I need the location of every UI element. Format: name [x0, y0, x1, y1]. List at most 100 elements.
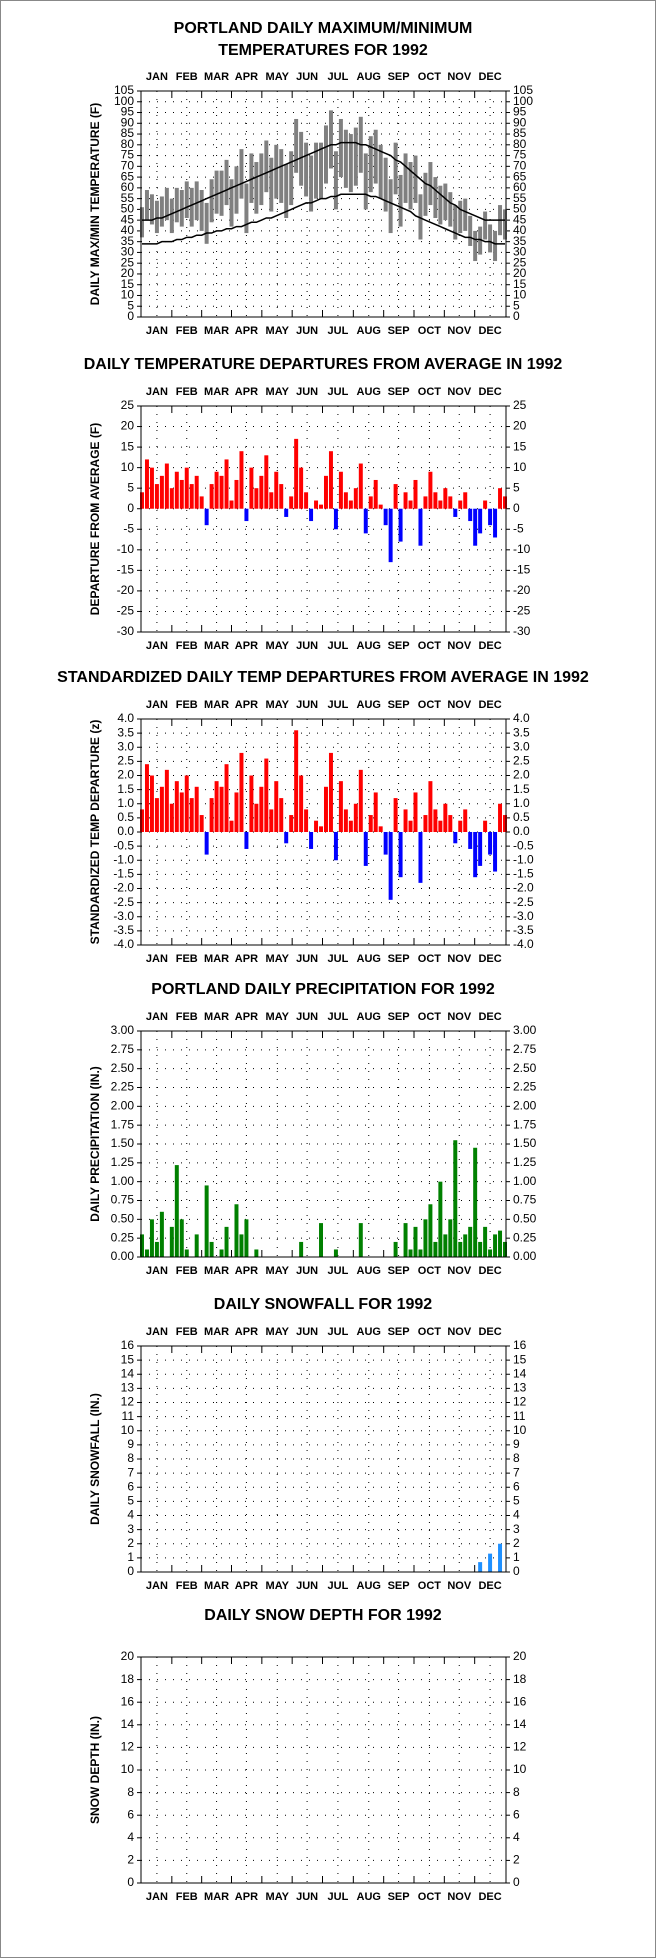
x-tick-label: OCT [418, 325, 442, 337]
x-tick-label-top: JAN [146, 71, 168, 83]
range-bar [388, 179, 393, 234]
y-tick-label-right: 0 [513, 501, 520, 515]
range-bar [239, 149, 244, 199]
y-tick-label-right: 8 [513, 1451, 520, 1465]
y-tick-label: 25 [121, 255, 135, 269]
x-tick-label-top: FEB [176, 71, 198, 83]
bar [319, 504, 324, 509]
bar [244, 1219, 249, 1257]
x-tick-label-top: JUL [328, 699, 349, 711]
bar [259, 786, 264, 832]
x-tick-label: AUG [357, 640, 381, 652]
x-tick-label-top: MAR [204, 386, 229, 398]
bar [174, 1165, 179, 1257]
y-tick-label: 20 [121, 1649, 135, 1663]
bar [333, 832, 338, 861]
bar [503, 1241, 507, 1257]
chart-title: PORTLAND DAILY MAXIMUM/MINIMUM [174, 20, 473, 37]
y-tick-label-right: 5 [513, 1494, 520, 1508]
x-tick-label-top: MAR [204, 699, 229, 711]
bar [294, 438, 299, 509]
x-tick-label: MAR [204, 1265, 229, 1277]
bar [199, 496, 204, 509]
y-tick-label: -10 [117, 542, 135, 556]
x-tick-label-top: DEC [478, 1326, 501, 1338]
y-tick-label: 60 [121, 180, 135, 194]
bar [418, 1249, 423, 1257]
y-tick-label-right: 16 [513, 1694, 527, 1708]
range-bar [443, 183, 448, 221]
range-bar [229, 179, 234, 227]
range-bar [413, 155, 418, 203]
x-tick-label: MAR [204, 1891, 229, 1903]
range-bar [408, 162, 413, 210]
bar [443, 488, 448, 509]
x-tick-label: MAR [204, 640, 229, 652]
x-tick-label: DEC [478, 1580, 501, 1592]
y-tick-label: 3.00 [111, 1023, 135, 1037]
x-tick-label: NOV [447, 1891, 472, 1903]
range-bar [274, 144, 279, 199]
x-tick-label-top: JAN [146, 699, 168, 711]
bar [418, 508, 423, 546]
range-bar [348, 134, 353, 193]
x-tick-label-top: DEC [478, 71, 501, 83]
range-bar [149, 194, 154, 225]
y-tick-label-right: -2.5 [513, 895, 534, 909]
x-tick-label-top: NOV [447, 386, 472, 398]
y-tick-label-right: 1.75 [513, 1117, 537, 1131]
bar [194, 1234, 199, 1257]
bar [179, 792, 184, 832]
y-tick-label-right: 65 [513, 169, 527, 183]
bar [219, 1249, 224, 1257]
bar [264, 455, 269, 509]
bar [343, 492, 348, 509]
x-tick-label: OCT [418, 953, 442, 965]
bar [224, 1226, 229, 1257]
bar [413, 479, 418, 509]
range-bar [458, 200, 463, 234]
bar [154, 484, 159, 509]
y-tick-label: 5 [127, 1494, 134, 1508]
bar [184, 467, 189, 509]
y-tick-label: 1.50 [111, 1136, 135, 1150]
y-tick-label-right: 35 [513, 234, 527, 248]
bar [169, 803, 174, 832]
bar [299, 1241, 304, 1257]
x-tick-label-top: SEP [388, 699, 410, 711]
y-tick-label: 2 [127, 1853, 134, 1867]
y-tick-label: 15 [121, 277, 135, 291]
normal-line [141, 193, 506, 245]
x-tick-label-top: SEP [388, 386, 410, 398]
y-tick-label: 5 [127, 298, 134, 312]
x-tick-label: JAN [146, 1265, 168, 1277]
y-tick-label-right: 75 [513, 148, 527, 162]
x-tick-label: NOV [447, 325, 472, 337]
y-tick-label: 3.5 [117, 725, 134, 739]
bar [199, 815, 204, 832]
y-tick-label: 10 [121, 460, 135, 474]
x-tick-label: FEB [176, 1580, 198, 1592]
bar [174, 471, 179, 509]
x-tick-label-top: MAY [266, 386, 290, 398]
range-bar [398, 174, 403, 227]
x-tick-label: SEP [388, 953, 410, 965]
y-tick-label: 1 [127, 1550, 134, 1564]
y-tick-label-right: 0.00 [513, 1249, 537, 1263]
y-tick-label: 2.50 [111, 1061, 135, 1075]
range-bar [503, 209, 507, 240]
x-tick-label: JUL [328, 953, 349, 965]
bar [304, 809, 309, 832]
range-bar [189, 187, 194, 227]
bar [284, 508, 289, 517]
x-tick-label-top: NOV [447, 1011, 472, 1023]
y-tick-label-right: 12 [513, 1395, 527, 1409]
bar [299, 467, 304, 509]
plot-frame [140, 1656, 507, 1884]
bar [388, 832, 393, 900]
bar [448, 1219, 453, 1257]
bar [140, 1234, 144, 1257]
x-tick-label: SEP [388, 325, 410, 337]
bar [428, 471, 433, 509]
bar [483, 820, 488, 832]
